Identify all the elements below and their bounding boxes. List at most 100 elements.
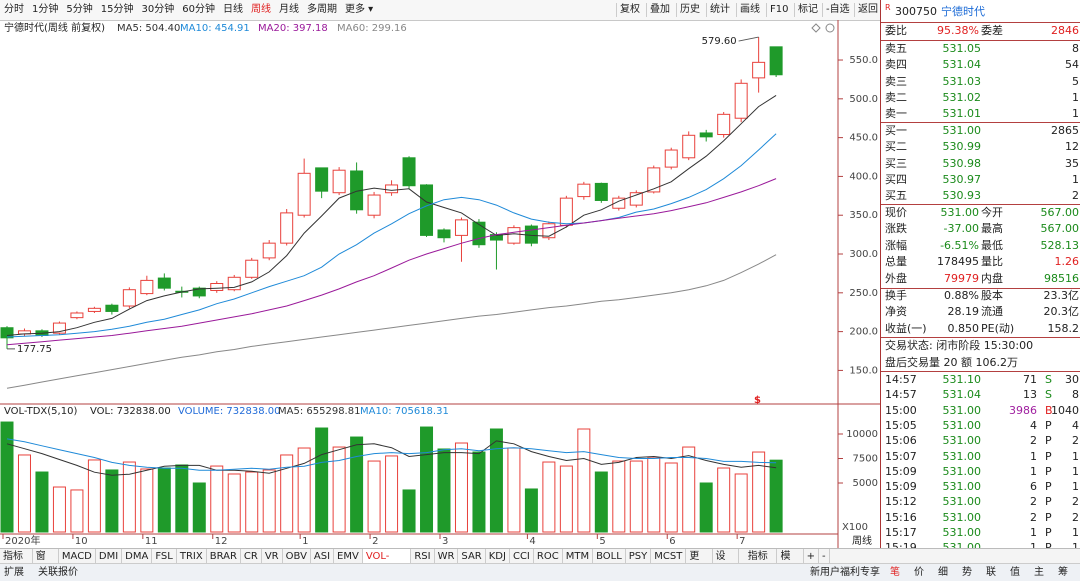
status-button[interactable]: 联 (986, 567, 996, 578)
indicator-tab[interactable]: + (804, 549, 820, 564)
legend-item: MA20: 397.18 (258, 23, 328, 34)
indicator-tab[interactable]: 设置 (713, 549, 739, 577)
candle-body (420, 184, 434, 236)
book-price: 531.02 (942, 90, 982, 104)
status-button[interactable]: 主 (1034, 567, 1044, 578)
volume-bar (472, 451, 486, 533)
indicator-tab[interactable]: 窗口 (33, 549, 59, 577)
tool-button[interactable]: 叠加 (646, 3, 670, 17)
tool-button[interactable]: F10 (766, 3, 788, 17)
book-label: 买二 (885, 140, 907, 154)
book-label: 卖三 (885, 74, 907, 88)
toolbar: 分时 1分钟 5分钟 15分钟 30分钟 60分钟 日线 周线 月线 多周期 更多 ▾ 复权 叠加 历史统… (0, 0, 880, 21)
indicator-tab[interactable]: MTM (563, 549, 594, 564)
tick-time: 14:57 (885, 373, 917, 386)
period-tab[interactable]: 月线 (278, 4, 299, 15)
indicator-tab[interactable]: 指标A (0, 549, 33, 577)
status-button[interactable]: 笔 (890, 567, 900, 578)
legend-item: MA10: 454.91 (180, 23, 250, 34)
indicator-tab[interactable]: EMV (334, 549, 363, 564)
stat-value: 0.850 (947, 321, 980, 335)
indicator-tab[interactable]: DMI (96, 549, 123, 564)
book-volume: 12 (1065, 140, 1079, 154)
status-button[interactable]: 价 (914, 567, 924, 578)
tick-time: 15:09 (885, 480, 917, 494)
tool-button[interactable]: 复权 (616, 3, 640, 17)
tick-volume: 13 (1023, 388, 1037, 402)
indicator-tab[interactable]: BOLL (593, 549, 626, 564)
candle-body (402, 157, 416, 187)
indicator-tab[interactable]: 指标B (745, 549, 778, 577)
period-tab[interactable]: 15分钟 (100, 4, 134, 15)
indicator-tab[interactable]: SAR (458, 549, 486, 564)
tick-flag: P (1045, 480, 1052, 494)
indicator-tab[interactable]: MACD (59, 549, 96, 564)
status-button[interactable]: 关联报价 (38, 567, 78, 578)
x-tick-label: 11 (145, 536, 158, 547)
tick-count: 1 (1072, 541, 1079, 555)
tool-button[interactable]: 标记 (794, 3, 818, 17)
indicator-tab[interactable]: RSI (411, 549, 435, 564)
period-tab[interactable]: 多周期 (306, 4, 337, 15)
tool-button[interactable]: 历史 (676, 3, 700, 17)
volume-bar (507, 447, 521, 533)
indicator-tab[interactable]: VOL-TDX (362, 549, 412, 577)
tool-button[interactable]: 画线 (736, 3, 760, 17)
indicator-tab[interactable]: WR (435, 549, 459, 564)
book-label: 卖二 (885, 90, 907, 104)
tool-button[interactable]: 返回 (854, 3, 878, 17)
period-tab[interactable]: 1分钟 (32, 4, 59, 15)
tool-button[interactable]: 统计 (706, 3, 730, 17)
candle-body (559, 197, 573, 226)
indicator-tab[interactable]: PSY (626, 549, 652, 564)
status-button[interactable]: 值 (1010, 567, 1020, 578)
indicator-tab[interactable]: VR (262, 549, 283, 564)
indicator-tab[interactable]: OBV (283, 549, 311, 564)
indicator-tab[interactable]: MCST (651, 549, 687, 564)
indicator-tab[interactable]: KDJ (486, 549, 510, 564)
period-tab[interactable]: 分时 (4, 4, 24, 15)
y-tick-label: 550.0 (849, 55, 878, 66)
status-button[interactable]: 扩展 (4, 567, 24, 578)
period-tab[interactable]: 日线 (222, 4, 243, 15)
indicator-tab[interactable]: 更多 (686, 549, 713, 577)
indicator-tab[interactable]: ASI (311, 549, 335, 564)
promo[interactable]: 新用户福利专享 (810, 567, 880, 578)
volume-bar (542, 461, 556, 533)
stat-value: 158.2 (1047, 321, 1080, 335)
status-button[interactable]: 势 (962, 567, 972, 578)
tool-button[interactable]: -自选 (822, 3, 850, 17)
volume-bar (489, 428, 503, 533)
candle-body (717, 113, 731, 136)
indicator-tab[interactable]: - (819, 549, 830, 564)
book-volume: 5 (1072, 74, 1079, 88)
tick-price: 531.00 (942, 495, 982, 509)
volume-bar (35, 471, 49, 533)
indicator-tab[interactable]: ROC (534, 549, 563, 564)
indicator-tab[interactable]: DMA (122, 549, 153, 564)
volume-bar (577, 428, 591, 533)
book-volume: 8 (1072, 42, 1079, 55)
indicator-tab[interactable]: TRIX (177, 549, 207, 564)
period-tab[interactable]: 30分钟 (141, 4, 175, 15)
period-tab[interactable]: 5分钟 (66, 4, 93, 15)
period-tab[interactable]: 周线 (250, 4, 271, 15)
tick-price: 531.00 (942, 418, 982, 432)
stat-value: 28.19 (947, 305, 980, 319)
indicator-tab[interactable]: CCI (510, 549, 534, 564)
status-button[interactable]: 筹 (1058, 567, 1068, 578)
indicator-tab[interactable]: BRAR (207, 549, 241, 564)
indicator-tab[interactable]: 模板 (777, 549, 804, 577)
y-tick-label: 300.0 (849, 249, 878, 260)
status-button[interactable]: 细 (938, 567, 948, 578)
ma-line (6, 440, 777, 476)
volume-bar (17, 454, 31, 533)
indicator-tab[interactable]: FSL (152, 549, 177, 564)
period-tab[interactable]: 60分钟 (182, 4, 215, 15)
separator (881, 40, 1080, 41)
tick-flag: S (1045, 373, 1052, 386)
period-tab[interactable]: 更多 ▾ (344, 4, 374, 15)
indicator-tab[interactable]: CR (241, 549, 262, 564)
volume-bar (70, 489, 84, 533)
